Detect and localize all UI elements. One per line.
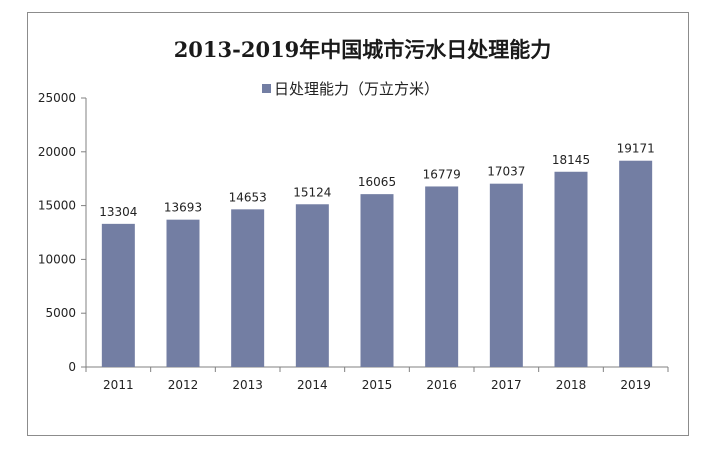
x-tick-label: 2019 [620,378,651,392]
legend-label: 日处理能力（万立方米） [274,80,440,98]
x-tick-label: 2014 [297,378,328,392]
bar [101,223,135,367]
y-tick-label: 5000 [45,306,76,320]
data-label: 15124 [293,185,331,199]
legend-swatch [262,84,271,93]
y-tick-label: 20000 [38,145,76,159]
x-tick-label: 2011 [103,378,134,392]
x-tick-label: 2016 [426,378,457,392]
bar [231,209,265,367]
y-tick-label: 0 [68,360,76,374]
data-label: 16779 [423,167,461,181]
y-tick-labels: 0 5000 10000 15000 20000 25000 [38,91,86,374]
x-tick-label: 2018 [556,378,587,392]
y-tick-label: 15000 [38,199,76,213]
bar [489,183,523,367]
bar [166,219,200,367]
chart-title: 2013-2019年中国城市污水日处理能力 [173,37,552,62]
data-label: 14653 [229,190,267,204]
x-tick-label: 2017 [491,378,522,392]
x-tick-label: 2013 [232,378,263,392]
x-tick-labels: 2011 2012 2013 2014 2015 2016 2017 2018 2019 [85,367,669,392]
y-tick-label: 25000 [38,91,76,105]
data-label: 13304 [99,205,137,219]
bar [619,160,653,367]
bar [360,194,394,367]
x-tick-label: 2012 [168,378,199,392]
data-label: 19171 [617,142,655,156]
x-tick-label: 2015 [362,378,393,392]
y-tick-label: 10000 [38,252,76,266]
data-label: 18145 [552,153,590,167]
chart-legend: 日处理能力（万立方米） [262,78,439,99]
data-label: 13693 [164,201,202,215]
bars [101,160,653,367]
data-labels: 13304 13693 14653 15124 16065 16779 17037 18145… [99,142,655,219]
bar [295,204,329,367]
bar [554,171,588,367]
data-label: 17037 [487,165,525,179]
data-label: 16065 [358,175,396,189]
bar [425,186,459,367]
